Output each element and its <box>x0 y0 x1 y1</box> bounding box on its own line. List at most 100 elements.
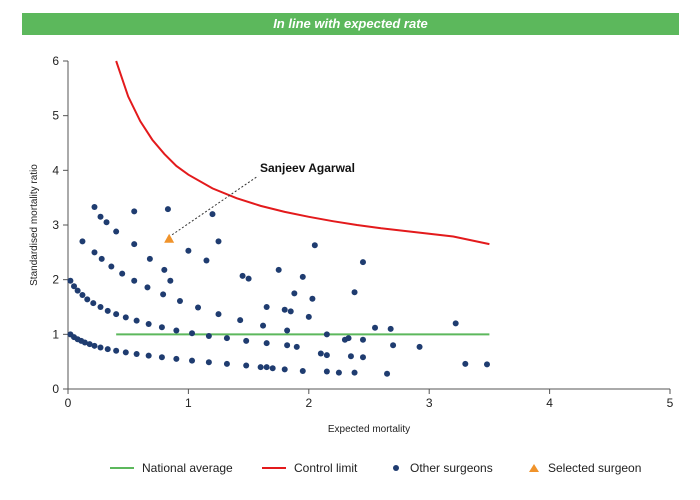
legend-item-national[interactable]: National average <box>110 458 233 478</box>
surgeon-point <box>161 266 168 273</box>
chart-banner: In line with expected rate <box>22 13 679 35</box>
series-lines <box>115 60 490 336</box>
surgeon-point <box>113 347 120 354</box>
surgeon-point <box>160 291 167 298</box>
surgeon-point <box>351 289 358 296</box>
surgeon-point <box>113 228 120 235</box>
surgeon-point <box>189 357 196 364</box>
surgeon-point <box>309 295 316 302</box>
legend-line-control-icon <box>262 467 286 469</box>
y-axis-title: Standardised mortality ratio <box>29 164 40 286</box>
surgeon-point <box>462 360 469 367</box>
x-tick-label: 2 <box>305 396 312 410</box>
surgeon-point <box>113 311 120 318</box>
surgeon-point <box>158 324 165 331</box>
surgeon-point <box>223 335 230 342</box>
surgeon-point <box>281 306 288 313</box>
surgeon-point <box>372 324 379 331</box>
surgeon-point <box>195 304 202 311</box>
surgeon-point <box>239 272 246 279</box>
selected-surgeon-label: Sanjeev Agarwal <box>260 161 355 175</box>
surgeon-point <box>86 341 93 348</box>
surgeon-point <box>311 242 318 249</box>
surgeon-point <box>223 360 230 367</box>
points <box>67 203 490 377</box>
surgeon-point <box>189 330 196 337</box>
surgeon-point <box>281 366 288 373</box>
surgeon-point <box>167 277 174 284</box>
surgeon-point <box>103 219 110 226</box>
y-tick-label: 1 <box>52 327 59 341</box>
legend-item-selected[interactable]: Selected surgeon <box>528 458 641 478</box>
annotation-leader-line <box>171 175 259 236</box>
surgeon-point <box>97 213 104 220</box>
y-tick-label: 0 <box>52 382 59 396</box>
surgeon-point <box>347 353 354 360</box>
surgeon-point <box>67 277 74 284</box>
x-tick-label: 0 <box>65 396 72 410</box>
surgeon-point <box>452 320 459 327</box>
legend-item-control[interactable]: Control limit <box>262 458 357 478</box>
surgeon-point <box>291 290 298 297</box>
surgeon-point <box>384 370 391 377</box>
surgeon-point <box>164 206 171 213</box>
surgeon-point <box>145 352 152 359</box>
surgeon-point <box>359 354 366 361</box>
surgeon-point <box>97 344 104 351</box>
surgeon-point <box>119 270 126 277</box>
x-tick-label: 4 <box>546 396 553 410</box>
surgeon-point <box>209 211 216 218</box>
surgeon-point <box>133 351 140 358</box>
surgeon-point <box>243 337 250 344</box>
surgeon-point <box>351 369 358 376</box>
surgeon-point <box>345 335 352 342</box>
surgeon-point <box>131 277 138 284</box>
surgeon-point <box>203 257 210 264</box>
surgeon-point <box>387 325 394 332</box>
x-tick-label: 1 <box>185 396 192 410</box>
surgeon-point <box>98 255 105 262</box>
surgeon-point <box>263 304 270 310</box>
surgeon-point <box>173 327 180 334</box>
selected-surgeon-marker <box>164 233 175 243</box>
surgeon-point <box>146 255 153 262</box>
y-tick-label: 5 <box>52 109 59 123</box>
surgeon-point <box>144 284 151 291</box>
surgeon-point <box>90 300 97 307</box>
x-tick-label: 3 <box>426 396 433 410</box>
surgeon-point <box>205 332 212 339</box>
surgeon-point <box>122 349 129 356</box>
legend-label-other: Other surgeons <box>410 461 493 475</box>
surgeon-point <box>323 331 330 338</box>
y-tick-label: 3 <box>52 218 59 232</box>
scatter-chart: 0 1 2 3 4 5 0 1 2 3 4 5 6 Expected mortality Standardi… <box>29 54 674 435</box>
surgeon-point <box>97 304 104 310</box>
surgeon-point <box>323 352 330 359</box>
axes: 0 1 2 3 4 5 0 1 2 3 4 5 6 Expected mortality Standardi… <box>29 54 674 435</box>
legend-triangle-icon <box>529 464 539 472</box>
surgeon-point <box>245 275 252 282</box>
surgeon-point <box>284 327 291 334</box>
surgeon-point <box>359 336 366 343</box>
legend-label-control: Control limit <box>294 461 358 475</box>
surgeon-point <box>416 343 423 350</box>
surgeon-point <box>104 307 111 314</box>
surgeon-point <box>131 208 138 215</box>
surgeon-point <box>145 320 152 327</box>
surgeon-point <box>91 249 98 256</box>
legend-dot-icon <box>393 465 399 471</box>
surgeon-point <box>260 322 267 329</box>
surgeon-point <box>176 297 183 304</box>
surgeon-point <box>299 367 306 374</box>
surgeon-point <box>91 342 98 349</box>
surgeon-point <box>359 259 366 266</box>
surgeon-point <box>275 266 282 273</box>
x-axis-title: Expected mortality <box>328 424 410 435</box>
surgeon-point <box>133 317 140 324</box>
surgeon-point <box>257 364 264 371</box>
surgeon-point <box>287 308 294 315</box>
surgeon-point <box>215 311 222 318</box>
legend-item-other[interactable]: Other surgeons <box>390 458 493 478</box>
surgeon-point <box>390 342 397 349</box>
surgeon-point <box>335 369 342 376</box>
